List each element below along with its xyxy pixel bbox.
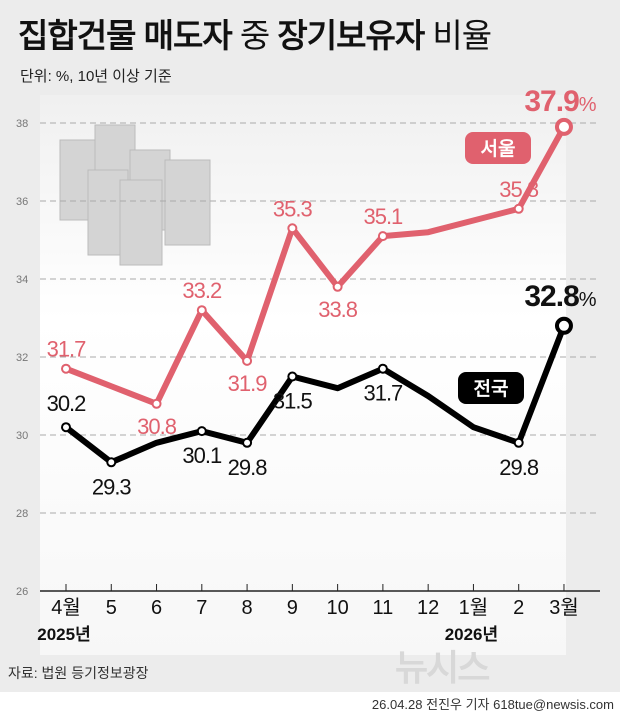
data-point [513, 437, 524, 448]
data-label: 31.7 [47, 337, 87, 362]
data-label: 33.8 [318, 297, 358, 322]
x-tick-label: 8 [242, 597, 253, 619]
data-point [242, 355, 253, 366]
x-tick-label: 1월 [459, 596, 489, 619]
data-point [377, 231, 388, 242]
legend-badge [465, 132, 531, 164]
data-label: 35.1 [363, 204, 403, 229]
data-point [61, 363, 71, 374]
data-point [513, 203, 524, 214]
unit-note: 단위: %, 10년 이상 기준 [20, 68, 172, 85]
x-tick-label: 7 [196, 597, 207, 619]
title-part2: 중 [239, 17, 270, 54]
data-label: 29.3 [92, 474, 132, 499]
data-point [554, 117, 573, 136]
data-label: 33.2 [182, 278, 222, 303]
x-tick-label: 10 [326, 597, 348, 619]
year-label: 2025년 [37, 625, 90, 644]
data-point [61, 422, 71, 433]
x-tick-label: 2 [513, 597, 524, 619]
x-tick-label: 12 [417, 597, 439, 619]
data-point [242, 437, 253, 448]
data-label: 29.8 [499, 455, 539, 480]
data-label: 31.7 [363, 381, 403, 406]
x-tick-label: 5 [106, 597, 117, 619]
title-part1: 집합건물 매도자 [18, 17, 233, 54]
y-tick-label: 34 [16, 274, 28, 286]
x-tick-label: 9 [287, 597, 298, 619]
data-label: 30.2 [47, 391, 87, 416]
y-tick-label: 28 [16, 508, 28, 520]
data-point [554, 316, 573, 335]
data-point [196, 426, 207, 437]
x-tick-label: 11 [373, 597, 394, 619]
data-label: 30.1 [182, 443, 222, 468]
data-label: 35.8 [499, 177, 539, 202]
year-label: 2026년 [445, 625, 498, 644]
title-part4: 비율 [432, 17, 492, 54]
x-tick-label: 6 [151, 597, 162, 619]
y-tick-label: 32 [16, 352, 28, 364]
y-tick-label: 30 [16, 430, 28, 442]
newsis-logo: 뉴시스 [395, 647, 490, 688]
x-tick-label: 3월 [549, 596, 579, 619]
chart-title: 집합건물 매도자 중 장기보유자 비율 [18, 16, 492, 56]
legend-label: 서울 [481, 138, 516, 160]
data-point [377, 363, 388, 374]
x-tick-label: 4월 [51, 596, 81, 619]
data-point [106, 457, 117, 468]
data-point [151, 398, 162, 409]
data-label: 32.8% [524, 280, 596, 313]
legend-label: 전국 [474, 378, 509, 400]
data-label: 35.3 [273, 196, 313, 221]
buildings-illustration [59, 124, 211, 266]
y-tick-label: 38 [16, 118, 28, 130]
footer-bar [0, 692, 620, 719]
credit: 26.04.28 전진우 기자 618tue@newsis.com [371, 697, 614, 712]
data-label: 29.8 [228, 455, 268, 480]
data-point [332, 281, 343, 292]
data-label: 37.9% [524, 85, 596, 118]
data-label: 31.9 [228, 371, 268, 396]
data-point [287, 223, 298, 234]
data-point [287, 371, 298, 382]
data-label: 30.8 [137, 414, 177, 439]
source-note: 자료: 법원 등기정보광장 [8, 665, 149, 681]
series-line-전국 [64, 324, 567, 466]
y-tick-label: 26 [16, 586, 28, 598]
legend-badge [458, 372, 524, 404]
y-tick-label: 36 [16, 196, 28, 208]
title-part3: 장기보유자 [277, 17, 425, 54]
data-label: 31.5 [273, 389, 313, 414]
series-line-서울 [64, 125, 567, 407]
data-point [196, 305, 207, 316]
